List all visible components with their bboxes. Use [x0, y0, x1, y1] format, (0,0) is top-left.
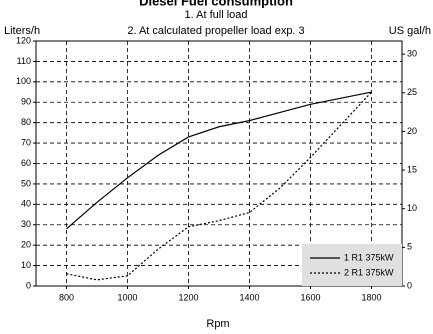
y-axis-label: Liters/h	[4, 25, 40, 37]
y-tick-label: 100	[16, 76, 31, 86]
y-tick-label: 80	[21, 117, 31, 127]
y-tick-label: 10	[21, 260, 31, 270]
x-tick-label: 1200	[178, 292, 198, 302]
y2-tick-label: 30	[407, 49, 417, 59]
y2-tick-label: 10	[407, 203, 417, 213]
y-tick-label: 70	[21, 137, 31, 147]
y2-axis-label: US gal/h	[389, 25, 431, 37]
chart-title: Diesel Fuel consumption	[139, 0, 293, 8]
y-tick-label: 90	[21, 97, 31, 107]
series-line	[66, 91, 372, 230]
x-tick-label: 1400	[239, 292, 259, 302]
y-tick-label: 120	[16, 35, 31, 45]
x-axis-label: Rpm	[206, 318, 229, 330]
y-tick-label: 110	[17, 56, 31, 66]
y-tick-label: 40	[21, 199, 31, 209]
y-tick-label: 0	[26, 280, 31, 290]
y2-tick-label: 0	[407, 280, 412, 290]
series-line	[66, 91, 372, 281]
x-tick-label: 1800	[361, 292, 381, 302]
y-tick-label: 20	[21, 240, 31, 250]
legend-label: 2 R1 375kW	[344, 267, 394, 277]
subtitle: 2. At calculated propeller load exp. 3	[127, 25, 304, 37]
x-tick-label: 1600	[300, 292, 320, 302]
y2-tick-label: 25	[407, 87, 417, 97]
y-tick-label: 60	[21, 158, 31, 168]
legend-label: 1 R1 375kW	[344, 252, 394, 262]
y2-tick-label: 5	[407, 242, 412, 252]
x-tick-label: 1000	[117, 292, 137, 302]
y-tick-label: 30	[21, 219, 31, 229]
subtitle: 1. At full load	[185, 9, 248, 21]
y2-tick-label: 15	[407, 164, 417, 174]
x-tick-label: 800	[59, 292, 74, 302]
legend-box	[302, 244, 402, 286]
y-tick-label: 50	[21, 178, 31, 188]
y2-tick-label: 20	[407, 126, 417, 136]
